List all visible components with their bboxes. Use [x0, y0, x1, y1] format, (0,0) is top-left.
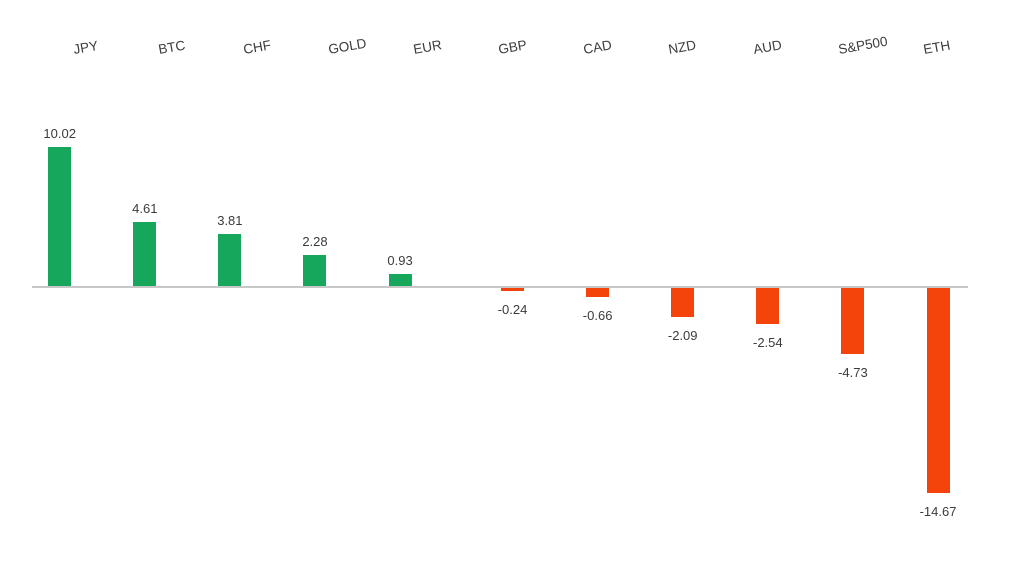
data-label: 2.28	[302, 234, 328, 250]
positive-bar[interactable]	[218, 233, 242, 287]
category-label: GOLD	[326, 35, 368, 58]
negative-bar[interactable]	[756, 288, 780, 324]
negative-bar[interactable]	[926, 288, 950, 494]
negative-bar[interactable]	[501, 288, 525, 292]
category-label: NZD	[667, 37, 698, 58]
positive-bar[interactable]	[303, 255, 327, 287]
positive-bar[interactable]	[48, 146, 72, 287]
positive-bar[interactable]	[133, 222, 157, 287]
category-label: ETH	[922, 37, 952, 58]
data-label: -4.73	[838, 365, 868, 381]
data-label: 10.02	[43, 125, 76, 141]
category-label: JPY	[71, 37, 99, 58]
category-label: EUR	[412, 37, 443, 58]
negative-bar[interactable]	[586, 288, 610, 298]
negative-bar[interactable]	[671, 288, 695, 318]
data-label: -2.09	[667, 328, 698, 344]
category-label: AUD	[752, 37, 784, 58]
data-label: 0.93	[387, 252, 413, 268]
positive-bar[interactable]	[388, 273, 412, 287]
category-label: GBP	[497, 37, 528, 58]
data-label: 3.81	[217, 212, 243, 228]
data-label: -2.54	[752, 334, 783, 350]
data-label: -0.66	[582, 308, 613, 324]
category-label: BTC	[156, 37, 186, 58]
data-label: 4.61	[132, 201, 158, 217]
negative-bar[interactable]	[841, 288, 865, 355]
x-axis-line	[32, 286, 968, 288]
data-label: -0.24	[497, 302, 528, 318]
data-label: -14.67	[919, 504, 957, 520]
category-label: S&P500	[837, 33, 889, 58]
category-label: CHF	[241, 37, 272, 58]
category-label: CAD	[582, 37, 613, 58]
